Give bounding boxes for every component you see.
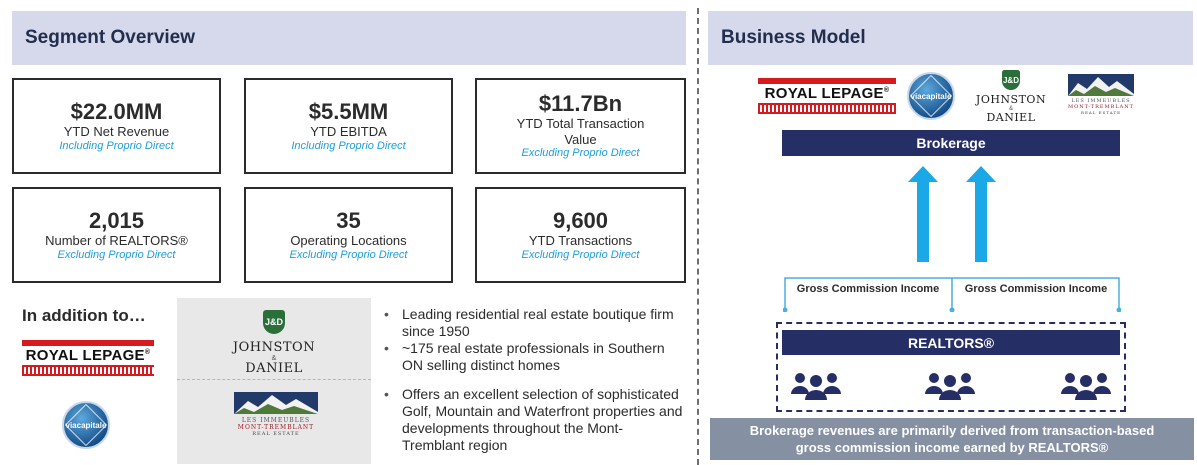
stat-label: Number of REALTORS®: [45, 232, 188, 248]
brokerage-revenue-callout: Brokerage revenues are primarily derived…: [710, 418, 1194, 460]
mt-name-line3: REAL ESTATE: [1080, 110, 1122, 115]
callout-line-2: gross commission income earned by REALTO…: [795, 440, 1109, 455]
segment-overview-header: Segment Overview: [12, 11, 686, 65]
acquisitions-logo-panel: J&D JOHNSTON & DANIEL LES IMMEUBLES MONT…: [177, 298, 371, 464]
royal-lepage-logo: ROYAL LEPAGE®: [22, 340, 154, 376]
stat-card-realtors: 2,015 Number of REALTORS® Excluding Prop…: [12, 187, 221, 283]
stat-note: Excluding Proprio Direct: [289, 248, 408, 261]
via-capitale-wordmark: viacapitale: [65, 420, 107, 430]
mt-name-line2: MONT-TREMBLANT: [1068, 104, 1134, 110]
mt-name-line3: REAL ESTATE: [252, 431, 300, 438]
registered-mark: ®: [883, 87, 890, 94]
via-capitale-logo: viacapitale: [62, 401, 110, 449]
jd-bullet-list: Leading residential real estate boutique…: [384, 306, 684, 374]
callout-line-1: Brokerage revenues are primarily derived…: [749, 423, 1155, 438]
gci-label-right: Gross Commission Income: [964, 283, 1108, 295]
list-item: Leading residential real estate boutique…: [384, 306, 684, 340]
people-group-icon: [791, 373, 841, 400]
realtors-box: [776, 322, 1126, 412]
mont-tremblant-logo: LES IMMEUBLES MONT-TREMBLANT REAL ESTATE: [1068, 74, 1134, 115]
jd-monogram: J&D: [1002, 75, 1019, 85]
stat-value: 9,600: [552, 207, 609, 233]
brokerage-bar: Brokerage: [782, 130, 1120, 156]
business-model-title: Business Model: [721, 27, 866, 48]
brokerage-label: Brokerage: [916, 135, 986, 151]
stat-label: YTD Total Transaction Value: [516, 116, 645, 147]
stat-label: YTD Net Revenue: [63, 123, 170, 139]
johnston-daniel-logo: J&D JOHNSTON & DANIEL: [227, 310, 321, 375]
mt-bullet-list: Offers an excellent selection of sophist…: [384, 386, 684, 454]
stat-note: Excluding Proprio Direct: [521, 147, 640, 160]
jd-ampersand: &: [1008, 105, 1013, 112]
stat-card-ebitda: $5.5MM YTD EBITDA Including Proprio Dire…: [244, 78, 453, 174]
stat-value: $22.0MM: [70, 98, 163, 124]
jd-shield-icon: J&D: [263, 310, 285, 334]
up-arrow-icon: [966, 166, 996, 262]
mountain-icon: [234, 392, 318, 414]
up-arrow-icon: [908, 166, 938, 262]
stat-note: Excluding Proprio Direct: [521, 248, 640, 261]
jd-name-line1: JOHNSTON: [975, 93, 1047, 106]
business-model-header: Business Model: [708, 11, 1193, 65]
jd-ampersand: &: [271, 354, 277, 362]
segment-overview-title: Segment Overview: [25, 27, 196, 48]
stat-card-locations: 35 Operating Locations Excluding Proprio…: [244, 187, 453, 283]
people-group-icon: [1061, 373, 1111, 400]
stat-value: $11.7Bn: [538, 90, 623, 116]
gci-connector: [783, 277, 1121, 312]
stat-card-net-revenue: $22.0MM YTD Net Revenue Including Propri…: [12, 78, 221, 174]
stat-card-transactions: 9,600 YTD Transactions Excluding Proprio…: [475, 187, 686, 283]
stat-card-transaction-value: $11.7Bn YTD Total Transaction Value Excl…: [475, 78, 686, 174]
stat-value: 2,015: [88, 207, 145, 233]
panel-divider: [697, 8, 699, 465]
stat-note: Including Proprio Direct: [291, 139, 406, 152]
royal-lepage-wordmark: ROYAL LEPAGE: [25, 347, 145, 364]
via-capitale-wordmark: viacapitale: [910, 91, 952, 101]
jd-monogram: J&D: [264, 317, 283, 327]
registered-mark: ®: [144, 349, 151, 356]
stat-note: Excluding Proprio Direct: [57, 248, 176, 261]
stat-value: 35: [336, 207, 361, 233]
jd-name-line2: DANIEL: [245, 360, 303, 376]
via-capitale-logo: viacapitale: [907, 72, 955, 120]
gci-label-left: Gross Commission Income: [796, 283, 940, 295]
logo-panel-divider: [177, 379, 371, 380]
people-group-icon: [925, 373, 975, 400]
mt-name-line1: LES IMMEUBLES: [1071, 98, 1131, 104]
jd-shield-icon: J&D: [1002, 70, 1020, 90]
list-item: Offers an excellent selection of sophist…: [384, 386, 684, 454]
realtors-bar: REALTORS®: [782, 330, 1120, 355]
stat-label: Operating Locations: [290, 232, 407, 248]
list-item: ~175 real estate professionals in Southe…: [384, 340, 684, 374]
mountain-icon: [1068, 74, 1134, 96]
jd-name-line2: DANIEL: [986, 110, 1036, 124]
jd-name-line1: JOHNSTON: [232, 340, 316, 355]
stat-label: YTD Transactions: [528, 232, 633, 248]
realtors-label: REALTORS®: [907, 334, 995, 351]
stat-label: YTD EBITDA: [310, 123, 387, 139]
royal-lepage-logo: ROYAL LEPAGE®: [758, 78, 896, 114]
stat-value: $5.5MM: [308, 98, 389, 124]
mt-name-line1: LES IMMEUBLES: [241, 417, 311, 424]
royal-lepage-wordmark: ROYAL LEPAGE: [764, 85, 884, 102]
in-addition-title: In addition to…: [22, 306, 146, 325]
johnston-daniel-logo: J&D JOHNSTON & DANIEL: [970, 70, 1052, 123]
stat-note: Including Proprio Direct: [59, 139, 174, 152]
mt-name-line2: MONT-TREMBLANT: [237, 424, 315, 432]
mont-tremblant-logo: LES IMMEUBLES MONT-TREMBLANT REAL ESTATE: [234, 392, 318, 437]
